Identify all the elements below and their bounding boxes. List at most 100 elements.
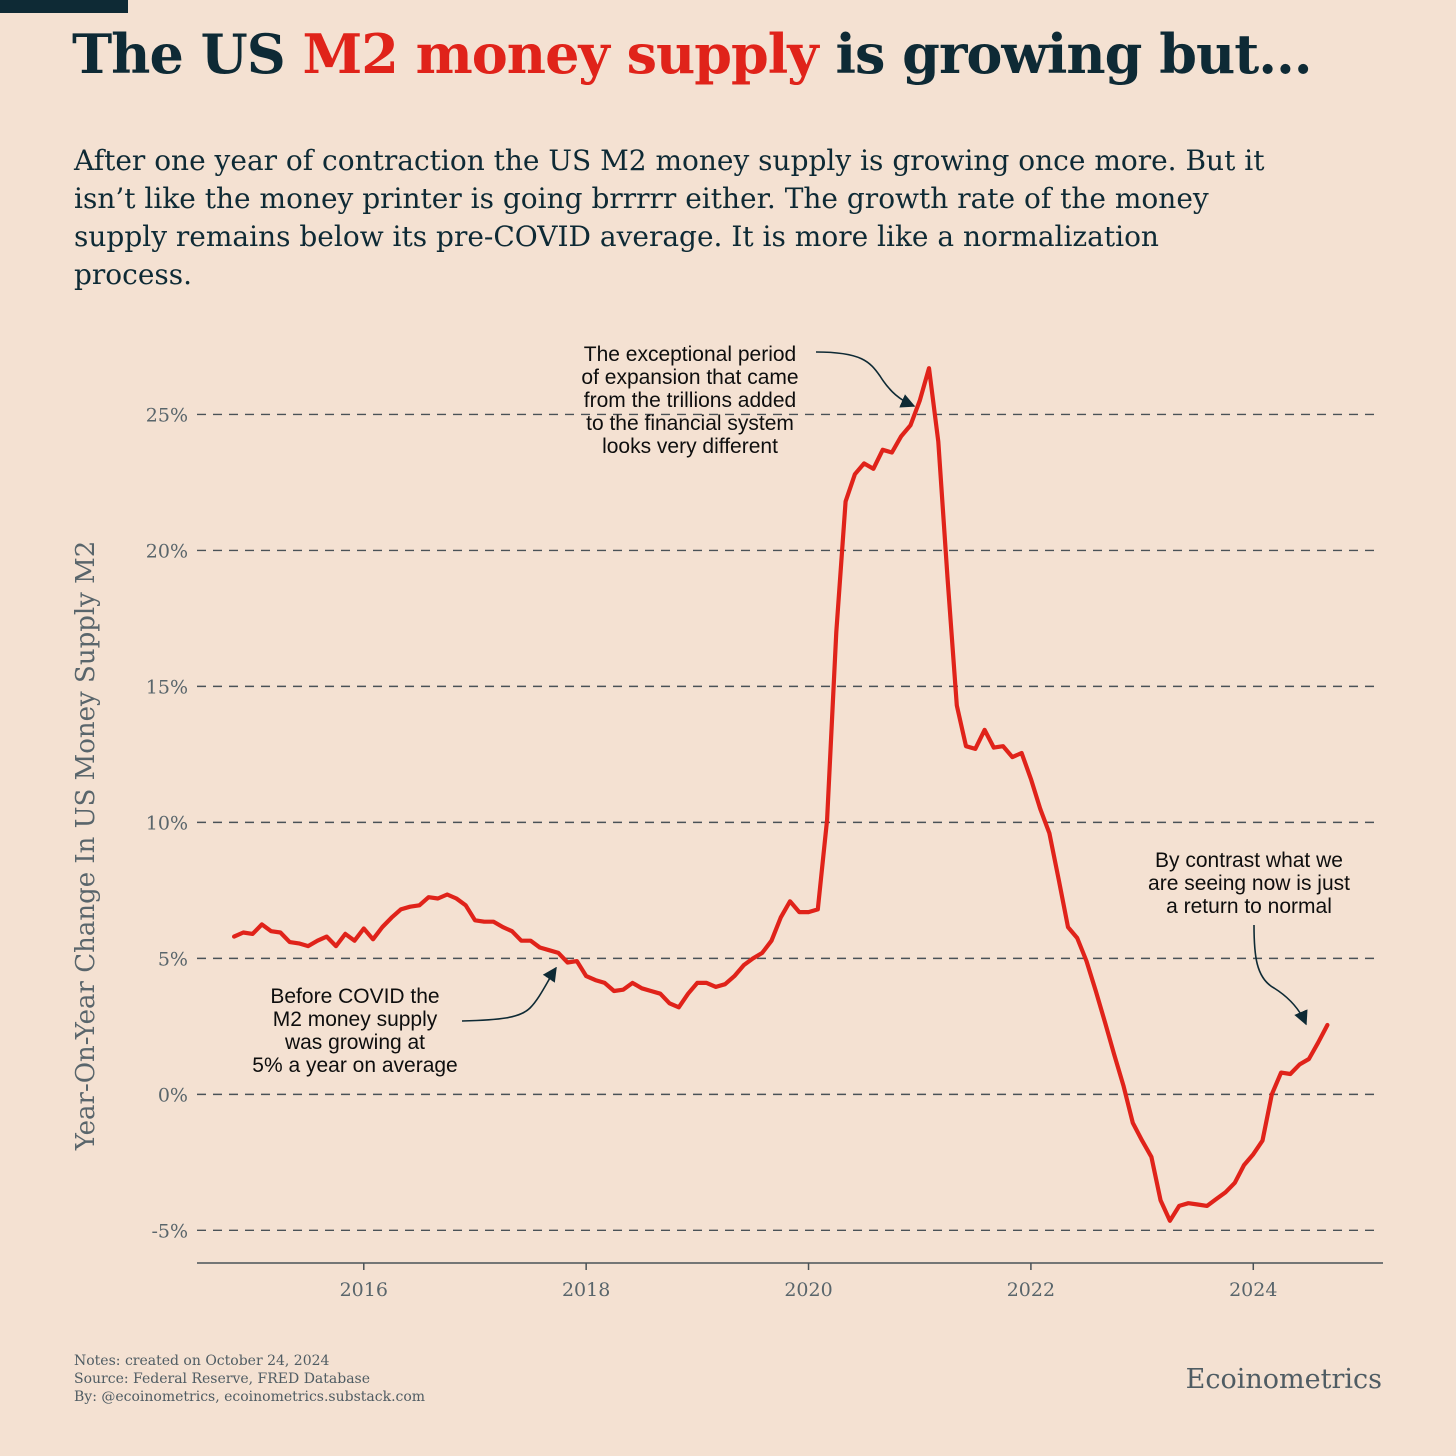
data-point xyxy=(1085,959,1088,963)
data-point xyxy=(566,961,569,964)
x-tick-label: 2020 xyxy=(784,1279,832,1301)
data-point xyxy=(418,903,421,907)
data-point xyxy=(1140,1139,1144,1142)
data-point xyxy=(686,992,690,996)
data-point xyxy=(1168,1219,1172,1223)
data-point xyxy=(1150,1155,1153,1159)
data-point xyxy=(927,366,931,370)
title-part-2: is growing but... xyxy=(817,22,1312,86)
data-point xyxy=(1048,831,1051,835)
x-tick-label: 2016 xyxy=(340,1279,388,1301)
data-point xyxy=(353,939,356,943)
data-point xyxy=(279,931,282,934)
data-point xyxy=(464,903,468,907)
data-point xyxy=(946,576,949,579)
y-axis-title: Year-On-Year Change In US Money Supply M… xyxy=(71,541,101,1152)
data-point xyxy=(955,704,959,707)
y-tick-label: 0% xyxy=(158,1084,188,1106)
annotation-peak-arrow xyxy=(815,351,916,408)
y-tick-label: 5% xyxy=(158,948,188,970)
data-point xyxy=(760,951,764,955)
subtitle: After one year of contraction the US M2 … xyxy=(74,144,1265,291)
data-point xyxy=(260,923,264,926)
data-point xyxy=(1316,1041,1320,1045)
data-point xyxy=(862,462,866,465)
data-point xyxy=(1233,1181,1237,1185)
data-point xyxy=(612,989,616,993)
data-point xyxy=(668,1001,671,1005)
data-point xyxy=(909,423,912,427)
note-created: Notes: created on October 24, 2024 xyxy=(74,1353,330,1369)
annotation-recent-label: By contrast what we are seeing now is jus… xyxy=(1148,849,1350,918)
data-point xyxy=(1038,807,1042,811)
data-point xyxy=(1075,936,1079,940)
data-point xyxy=(1270,1093,1274,1096)
data-point xyxy=(1020,751,1023,755)
series-layer xyxy=(232,366,1330,1223)
axes: -5% 0% 5% 10% 15% 20% 25% 2016 2018 2020 2022 2024 Y… xyxy=(71,404,1383,1301)
data-point xyxy=(733,974,736,978)
y-tick-label: -5% xyxy=(151,1220,188,1242)
data-point xyxy=(788,899,792,903)
annotation-recent-arrow xyxy=(1253,924,1308,1026)
data-point xyxy=(510,929,514,933)
corner-accent-bar xyxy=(0,0,128,13)
data-point xyxy=(390,916,393,919)
data-point xyxy=(1131,1121,1135,1125)
data-point xyxy=(1029,777,1033,781)
data-point xyxy=(1001,744,1005,748)
data-point xyxy=(770,939,773,943)
data-point xyxy=(269,929,273,933)
data-point xyxy=(881,448,885,452)
title-part-1: The US xyxy=(72,22,303,86)
data-point xyxy=(584,974,588,978)
data-point xyxy=(288,940,292,944)
data-point xyxy=(1112,1053,1116,1057)
data-point xyxy=(918,399,922,403)
y-tick-label: 20% xyxy=(146,540,188,562)
data-point xyxy=(1122,1084,1125,1088)
data-point xyxy=(362,927,366,930)
data-point xyxy=(232,935,236,938)
data-point xyxy=(1288,1072,1292,1076)
data-point xyxy=(631,981,634,985)
data-point xyxy=(603,981,607,985)
data-point xyxy=(1224,1190,1227,1194)
data-point xyxy=(797,910,801,914)
page-title: The US M2 money supply is growing but... xyxy=(72,22,1313,86)
data-point xyxy=(492,920,495,924)
annotation-precovid-label: Before COVID the M2 money supply was growi… xyxy=(252,985,457,1077)
data-point xyxy=(427,895,430,899)
data-point xyxy=(1011,755,1014,759)
data-point xyxy=(973,747,977,751)
data-point xyxy=(1205,1204,1209,1208)
x-tick-label: 2018 xyxy=(562,1279,610,1301)
data-point xyxy=(538,946,542,949)
data-point xyxy=(297,942,301,945)
data-point xyxy=(306,944,310,948)
data-point xyxy=(640,986,644,990)
annotation-peak-label: The exceptional period of expansion that … xyxy=(581,343,798,458)
data-point xyxy=(1307,1057,1311,1061)
data-point xyxy=(936,440,940,443)
data-point xyxy=(1326,1023,1329,1027)
data-point xyxy=(519,939,523,943)
data-point xyxy=(1187,1201,1190,1205)
data-point xyxy=(695,981,699,985)
data-point xyxy=(241,931,245,934)
data-point xyxy=(723,982,727,986)
data-point xyxy=(964,744,968,748)
data-point xyxy=(1279,1071,1283,1074)
data-point xyxy=(621,988,625,992)
data-point xyxy=(714,985,718,989)
data-point xyxy=(705,981,708,985)
data-point xyxy=(399,908,403,911)
data-point xyxy=(408,905,412,909)
data-point xyxy=(445,893,449,896)
chart-notes: Notes: created on October 24, 2024 Sourc… xyxy=(74,1352,425,1406)
title-highlight: M2 money supply xyxy=(302,22,819,86)
data-point xyxy=(658,992,662,996)
data-point xyxy=(1242,1163,1246,1167)
data-point xyxy=(751,957,755,960)
